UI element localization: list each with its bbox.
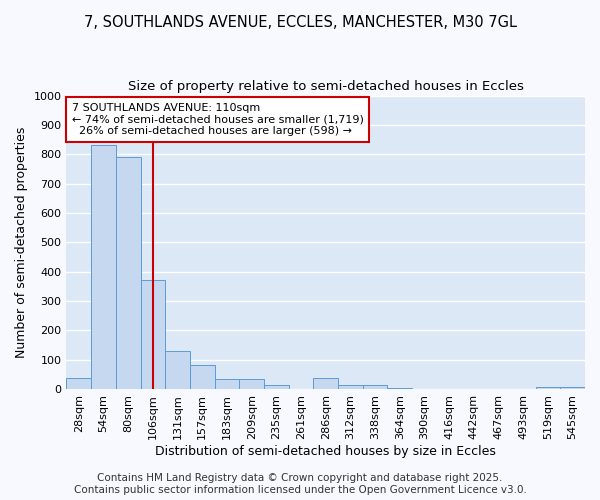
X-axis label: Distribution of semi-detached houses by size in Eccles: Distribution of semi-detached houses by … (155, 444, 496, 458)
Bar (264, 385, 289, 389)
Bar (363, 385, 388, 389)
Bar (67, 378, 91, 389)
Bar (313, 378, 338, 389)
Text: Contains HM Land Registry data © Crown copyright and database right 2025.
Contai: Contains HM Land Registry data © Crown c… (74, 474, 526, 495)
Bar (116, 157, 140, 389)
Bar (536, 388, 560, 389)
Y-axis label: Number of semi-detached properties: Number of semi-detached properties (15, 126, 28, 358)
Bar (140, 280, 165, 389)
Text: 7, SOUTHLANDS AVENUE, ECCLES, MANCHESTER, M30 7GL: 7, SOUTHLANDS AVENUE, ECCLES, MANCHESTER… (83, 15, 517, 30)
Bar (190, 364, 215, 389)
Bar (215, 378, 239, 389)
Bar (388, 388, 412, 389)
Bar (338, 385, 363, 389)
Bar (165, 352, 190, 389)
Bar (560, 388, 585, 389)
Bar (239, 378, 264, 389)
Bar (91, 146, 116, 389)
Text: 7 SOUTHLANDS AVENUE: 110sqm
← 74% of semi-detached houses are smaller (1,719)
  : 7 SOUTHLANDS AVENUE: 110sqm ← 74% of sem… (71, 103, 364, 136)
Title: Size of property relative to semi-detached houses in Eccles: Size of property relative to semi-detach… (128, 80, 524, 93)
